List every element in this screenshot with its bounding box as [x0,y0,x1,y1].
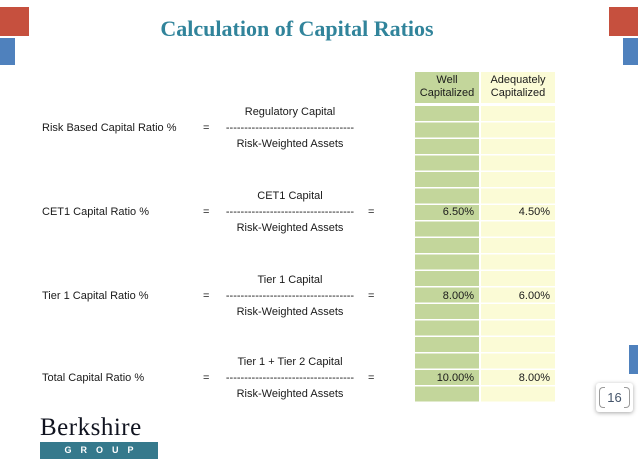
equals-sign: = [203,372,210,384]
fraction-divider: ----------------------------------- [225,206,355,218]
adequately-capitalized-value: 6.00% [518,290,550,302]
fraction-numerator: Tier 1 Capital [257,274,323,286]
corner-accent-red-top-left [0,7,29,36]
fraction-numerator: CET1 Capital [257,190,323,202]
fraction: Regulatory Capital ---------------------… [215,104,365,152]
fraction-divider: ----------------------------------- [225,290,355,302]
fraction-denominator: Risk-Weighted Assets [236,222,344,234]
fraction-denominator: Risk-Weighted Assets [236,388,344,400]
corner-accent-blue-top-left [0,38,15,65]
fraction-divider: ----------------------------------- [225,372,355,384]
row-label: Risk Based Capital Ratio % [42,122,177,134]
logo-group-bar: GROUP [40,442,158,459]
adequately-capitalized-value: 8.00% [518,372,550,384]
column-header-adequately-capitalized: Adequately Capitalized [481,72,555,103]
fraction: Tier 1 Capital -------------------------… [215,272,365,320]
right-brace-icon [624,387,630,408]
edge-accent-blue-right [629,345,638,374]
logo-wordmark: Berkshire [40,414,142,441]
adequately-capitalized-cell-column [481,106,555,402]
fraction: CET1 Capital ---------------------------… [215,188,365,236]
equals-sign-2: = [368,372,375,384]
fraction: Tier 1 + Tier 2 Capital ----------------… [215,354,365,402]
fraction-denominator: Risk-Weighted Assets [236,306,344,318]
fraction-divider: ----------------------------------- [225,122,355,134]
formula-row-tier1: Tier 1 Capital Ratio % = Tier 1 Capital … [0,272,638,320]
column-header-well-capitalized: Well Capitalized [415,72,479,103]
row-label: CET1 Capital Ratio % [42,206,149,218]
row-label: Total Capital Ratio % [42,372,145,384]
page-number: 16 [607,390,622,405]
well-capitalized-value: 6.50% [442,206,474,218]
adequately-capitalized-value: 4.50% [518,206,550,218]
slide-page-number-badge: 16 [596,383,633,412]
equals-sign: = [203,122,210,134]
fraction-numerator: Regulatory Capital [244,106,336,118]
formula-row-cet1: CET1 Capital Ratio % = CET1 Capital ----… [0,188,638,236]
fraction-denominator: Risk-Weighted Assets [236,138,344,150]
corner-accent-red-top-right [609,7,638,36]
fraction-numerator: Tier 1 + Tier 2 Capital [237,356,343,368]
well-capitalized-cell-column [415,106,479,402]
equals-sign: = [203,290,210,302]
equals-sign: = [203,206,210,218]
corner-accent-blue-top-right [623,38,638,65]
well-capitalized-value: 8.00% [442,290,474,302]
formula-row-total: Total Capital Ratio % = Tier 1 + Tier 2 … [0,354,638,402]
row-label: Tier 1 Capital Ratio % [42,290,149,302]
equals-sign-2: = [368,290,375,302]
formula-row-risk-based: Risk Based Capital Ratio % = Regulatory … [0,104,638,152]
well-capitalized-value: 10.00% [436,372,474,384]
berkshire-logo: Berkshire GROUP [40,415,158,459]
slide-title: Calculation of Capital Ratios [160,16,434,41]
left-brace-icon [599,387,605,408]
equals-sign-2: = [368,206,375,218]
